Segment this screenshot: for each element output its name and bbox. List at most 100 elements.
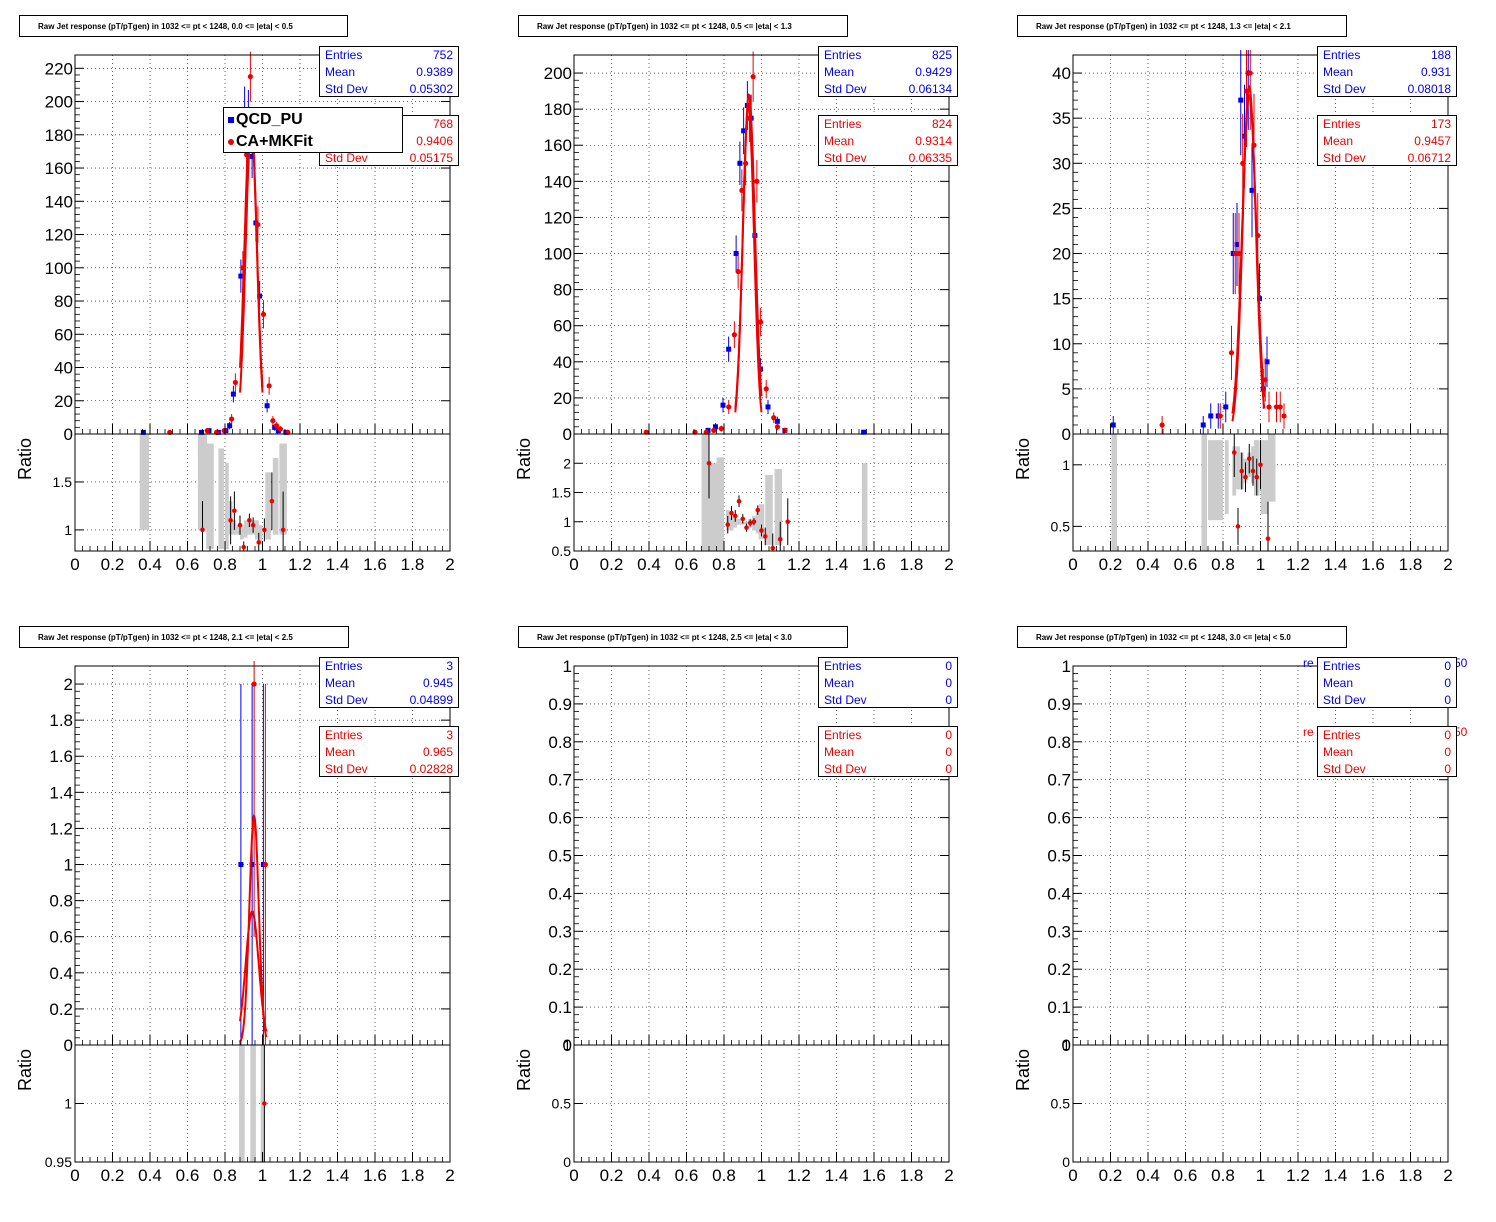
point-CA+MKFit xyxy=(735,268,741,275)
point-QCD_PU xyxy=(1242,133,1247,139)
ratio-band xyxy=(1268,434,1276,502)
point-CA+MKFit xyxy=(1273,404,1280,410)
stats-value: 0 xyxy=(945,728,952,742)
ratio-point xyxy=(725,522,731,527)
point-CA+MKFit xyxy=(221,428,227,434)
y-tick-label: 1.4 xyxy=(49,783,73,802)
ratio-y-tick-label: 1.5 xyxy=(53,474,73,490)
x-tick-label: 1.8 xyxy=(900,555,924,574)
stats-row-entries: Entries 752 xyxy=(325,47,453,64)
square-marker-icon xyxy=(228,117,234,123)
ratio-axis-label: Ratio xyxy=(1013,438,1033,480)
y-tick-label: 1.2 xyxy=(49,819,73,838)
x-tick-label: 2 xyxy=(445,1166,454,1185)
stats-key: Entries xyxy=(1323,659,1361,673)
x-tick-label: 1.6 xyxy=(1361,1166,1385,1185)
stats-row-std: Std Dev 0.02828 xyxy=(325,761,453,778)
ratio-y-tick-label: 1 xyxy=(1062,457,1070,473)
ratio-point xyxy=(232,508,237,514)
stats-row-mean: Mean 0.9429 xyxy=(824,64,952,81)
stats-key: Std Dev xyxy=(325,762,368,776)
stats-key: Std Dev xyxy=(1323,693,1366,707)
y-tick-label: 140 xyxy=(544,172,572,191)
point-QCD_PU xyxy=(737,160,743,166)
stats-row-std: Std Dev 0.06335 xyxy=(824,150,952,167)
stats-row-std: Std Dev 0 xyxy=(824,692,952,709)
stats-value: 0 xyxy=(1444,676,1451,690)
point-CA+MKFit xyxy=(758,319,764,325)
legend-entry: QCD_PU xyxy=(224,109,402,131)
x-tick-label: 0.2 xyxy=(600,1166,624,1185)
stats-box-blue: Entries 0 Mean 0 Std Dev 0 xyxy=(818,657,958,708)
stats-key: Mean xyxy=(325,676,356,690)
x-tick-label: 0.4 xyxy=(138,1166,162,1185)
point-QCD_PU xyxy=(1234,242,1240,247)
stats-key: Mean xyxy=(325,745,356,759)
stats-value: 0 xyxy=(945,659,952,673)
y-tick-label: 0.8 xyxy=(1047,733,1071,752)
stats-value: 0.9314 xyxy=(915,134,952,148)
stats-row-entries: Entries 3 xyxy=(325,658,453,675)
point-QCD_PU xyxy=(227,423,233,429)
ratio-point xyxy=(262,527,267,533)
stats-key: Mean xyxy=(1323,745,1354,759)
ratio-band xyxy=(1260,440,1268,515)
overflow-stat-text: re xyxy=(1303,656,1314,670)
stats-value: 0.9406 xyxy=(416,134,453,148)
ratio-axis-label: Ratio xyxy=(15,1049,35,1091)
y-tick-label: 0.6 xyxy=(1047,809,1071,828)
stats-value: 0 xyxy=(1444,693,1451,707)
ratio-axis-label: Ratio xyxy=(15,438,35,480)
stats-row-mean: Mean 0 xyxy=(1323,675,1451,692)
ratio-axis-label: Ratio xyxy=(1013,1049,1033,1091)
ratio-y-tick-label: 1 xyxy=(64,522,72,538)
x-tick-label: 0.6 xyxy=(176,555,200,574)
ratio-point xyxy=(1258,462,1263,468)
ratio-point xyxy=(1265,536,1271,541)
y-tick-label: 0.9 xyxy=(1047,695,1071,714)
point-CA+MKFit xyxy=(232,379,238,386)
point-QCD_PU xyxy=(1200,422,1206,428)
stats-row-std: Std Dev 0 xyxy=(1323,761,1451,778)
point-QCD_PU xyxy=(275,428,281,434)
x-tick-label: 1.8 xyxy=(1399,555,1423,574)
x-tick-label: 0.8 xyxy=(213,1166,237,1185)
ratio-band xyxy=(716,457,724,551)
ratio-band xyxy=(1215,440,1223,521)
x-tick-label: 1 xyxy=(258,1166,267,1185)
point-CA+MKFit xyxy=(1247,70,1253,76)
x-tick-label: 1.2 xyxy=(288,1166,312,1185)
x-tick-label: 1.6 xyxy=(862,555,886,574)
x-tick-label: 0.6 xyxy=(675,555,699,574)
stats-box-blue: Entries 3 Mean 0.945 Std Dev 0.04899 xyxy=(319,657,459,708)
ratio-point xyxy=(736,498,742,504)
stats-value: 0 xyxy=(1444,762,1451,776)
x-tick-label: 1.4 xyxy=(1324,555,1348,574)
y-tick-label: 0.4 xyxy=(548,884,572,903)
x-tick-label: 1 xyxy=(258,555,267,574)
stats-row-mean: Mean 0.965 xyxy=(325,744,453,761)
x-tick-label: 0.2 xyxy=(101,1166,125,1185)
point-CA+MKFit xyxy=(750,74,756,80)
stats-box-blue: Entries 825 Mean 0.9429 Std Dev 0.06134 xyxy=(818,46,958,97)
ratio-y-tick-label: 0.5 xyxy=(1051,1096,1071,1112)
overflow-stat-text: re xyxy=(1303,725,1314,739)
stats-value: 0 xyxy=(945,676,952,690)
x-tick-label: 0 xyxy=(569,1166,578,1185)
stats-key: Entries xyxy=(1323,117,1361,131)
y-tick-label: 100 xyxy=(45,259,73,278)
point-CA+MKFit xyxy=(711,427,717,433)
ratio-point xyxy=(262,1101,267,1106)
point-QCD_PU xyxy=(199,429,204,435)
y-tick-label: 1 xyxy=(563,657,572,676)
ratio-axis-label: Ratio xyxy=(514,1049,534,1091)
point-QCD_PU xyxy=(765,404,771,410)
x-tick-label: 0.4 xyxy=(1136,1166,1160,1185)
y-tick-label: 0 xyxy=(64,1036,73,1055)
ratio-y-tick-label: 1 xyxy=(64,1096,72,1112)
stats-value: 0 xyxy=(945,693,952,707)
y-tick-label: 0.1 xyxy=(548,998,572,1017)
ratio-point xyxy=(237,522,243,528)
stats-row-std: Std Dev 0.05302 xyxy=(325,81,453,98)
y-tick-label: 0.7 xyxy=(548,771,572,790)
